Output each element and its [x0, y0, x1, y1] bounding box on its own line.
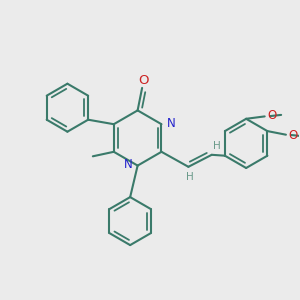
Text: O: O [138, 74, 149, 87]
Text: H: H [186, 172, 194, 182]
Text: N: N [167, 117, 176, 130]
Text: N: N [124, 158, 132, 172]
Text: H: H [213, 141, 221, 152]
Text: O: O [267, 109, 276, 122]
Text: O: O [288, 129, 298, 142]
